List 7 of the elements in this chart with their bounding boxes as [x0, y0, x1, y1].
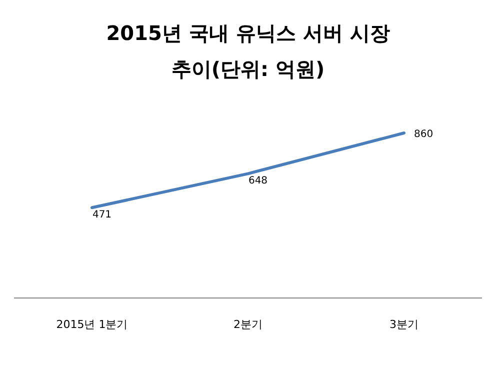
x-tick-label: 3분기: [390, 318, 418, 331]
title: 2015년 국내 유닉스 서버 시장 추이(단위: 억원): [106, 21, 390, 81]
data-label: 648: [248, 176, 268, 187]
data-label: 860: [414, 129, 434, 140]
x-tick-label: 2015년 1분기: [56, 318, 128, 331]
data-label: 471: [92, 210, 112, 221]
x-tick-label: 2분기: [234, 318, 262, 331]
